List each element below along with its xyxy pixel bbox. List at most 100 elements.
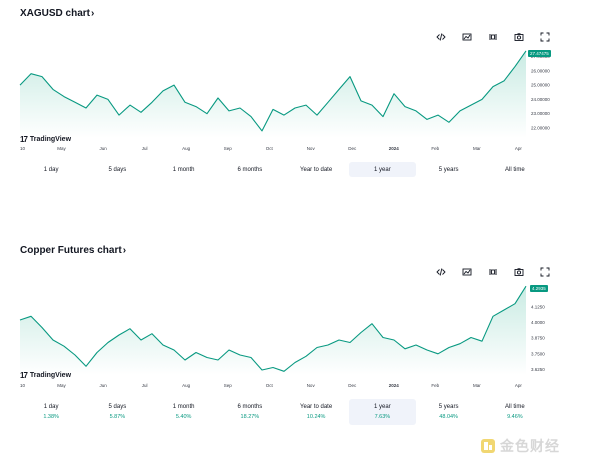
range-button[interactable]: 1 month — [151, 162, 217, 177]
y-tick-label: 3.7500 — [531, 351, 545, 356]
range-label: 1 month — [172, 404, 195, 410]
y-tick-label: 4.0000 — [531, 320, 545, 325]
x-tick-label: 2024 — [389, 146, 400, 151]
copper-chart-panel: Copper Futures chart› 4.1250 4.0000 3.8750… — [0, 238, 600, 428]
range-label: 6 months — [237, 166, 263, 173]
y-tick-label: 24.00000 — [531, 97, 550, 102]
x-tick-label: Feb — [431, 383, 439, 388]
compare-icon[interactable] — [460, 30, 474, 44]
expand-icon[interactable] — [538, 30, 552, 44]
series-line — [19, 50, 527, 132]
fullscreen-chart-icon[interactable] — [486, 30, 500, 44]
range-button[interactable]: Year to date 10.24% — [283, 399, 349, 425]
area-fill — [20, 50, 526, 138]
copper-time-range-selector: 1 day 1.38% 5 days 5.87% 1 month 5.40% 6 month… — [18, 399, 548, 425]
range-button[interactable]: 5 years 48.04% — [416, 399, 482, 425]
x-tick-label: Oct — [266, 146, 274, 151]
camera-icon[interactable] — [512, 265, 526, 279]
xagusd-area-chart[interactable]: 27.0000026.0000025.0000024.0000023.00000… — [0, 46, 600, 156]
area-fill — [20, 286, 526, 375]
range-button[interactable]: 1 year — [349, 162, 416, 177]
range-label: All time — [505, 404, 525, 410]
fullscreen-chart-icon[interactable] — [486, 265, 500, 279]
range-change-percent: 1.38% — [43, 414, 59, 420]
range-button[interactable]: 5 days — [84, 162, 150, 177]
x-tick-label: Dec — [348, 146, 357, 151]
tradingview-logo: 17 TradingView — [20, 371, 71, 380]
range-label: 5 days — [108, 166, 127, 173]
tradingview-logo-text: TradingView — [29, 136, 72, 143]
last-price-badge: 27.47475 — [528, 50, 551, 57]
range-label: 1 year — [374, 404, 391, 410]
jinse-watermark: 金色财经 — [480, 436, 560, 456]
range-button[interactable]: All time — [482, 162, 548, 177]
x-tick-label: Jul — [142, 383, 148, 388]
series-line — [19, 285, 527, 372]
chart-toolbar — [434, 265, 552, 279]
x-tick-label: May — [57, 383, 66, 388]
xagusd-chart-title-link[interactable]: XAGUSD chart› — [20, 8, 94, 19]
expand-icon[interactable] — [538, 265, 552, 279]
x-tick-label: Nov — [307, 146, 316, 151]
range-label: 1 day — [43, 404, 59, 410]
chart-title-text: Copper Futures chart — [20, 245, 122, 256]
range-button[interactable]: 5 days 5.87% — [84, 399, 150, 425]
range-button[interactable]: 1 day — [18, 162, 84, 177]
tradingview-logo-icon: 17 — [20, 135, 28, 144]
range-change-percent: 7.63% — [374, 414, 391, 420]
last-price-badge: 4.2935 — [530, 285, 548, 292]
range-label: 1 year — [374, 166, 391, 173]
embed-icon[interactable] — [434, 265, 448, 279]
range-button[interactable]: 1 year 7.63% — [349, 399, 416, 425]
copper-area-chart[interactable]: 4.1250 4.0000 3.8750 3.7500 3.6250 10 May Jun Ju… — [0, 283, 600, 393]
y-tick-label: 4.1250 — [531, 304, 545, 309]
range-label: All time — [505, 166, 525, 173]
chart-title-text: XAGUSD chart — [20, 8, 91, 19]
x-tick-label: 10 — [20, 383, 26, 388]
x-tick-label: Apr — [515, 383, 523, 388]
copper-chart-title-link[interactable]: Copper Futures chart› — [20, 245, 126, 256]
range-button[interactable]: 6 months 18.27% — [217, 399, 283, 425]
y-tick-label: 3.6250 — [531, 367, 545, 372]
x-tick-label: Jul — [142, 146, 148, 151]
range-button[interactable]: 6 months — [217, 162, 283, 177]
y-tick-label: 3.8750 — [531, 336, 545, 341]
x-tick-label: Sep — [224, 383, 233, 388]
range-label: 5 years — [438, 404, 459, 410]
range-label: 5 days — [108, 404, 127, 410]
x-tick-label: Mar — [473, 146, 481, 151]
x-tick-label: Feb — [431, 146, 439, 151]
chart-toolbar — [434, 30, 552, 44]
range-label: 6 months — [237, 404, 263, 410]
tradingview-logo: 17 TradingView — [20, 135, 71, 144]
range-button[interactable]: 1 day 1.38% — [18, 399, 84, 425]
range-button[interactable]: 1 month 5.40% — [151, 399, 217, 425]
range-label: 5 years — [438, 166, 459, 173]
chevron-right-icon: › — [91, 8, 95, 19]
range-change-percent: 10.24% — [306, 414, 326, 420]
x-tick-label: Sep — [224, 146, 233, 151]
x-tick-label: Jun — [99, 146, 107, 151]
range-button[interactable]: 5 years — [416, 162, 482, 177]
range-change-percent: 18.27% — [240, 414, 260, 420]
range-change-percent: 9.46% — [507, 414, 523, 420]
range-button[interactable]: All time 9.46% — [482, 399, 548, 425]
embed-icon[interactable] — [434, 30, 448, 44]
range-label: Year to date — [300, 404, 333, 410]
jinse-logo-icon — [481, 439, 495, 453]
range-button[interactable]: Year to date — [283, 162, 349, 177]
x-tick-label: 10 — [20, 146, 26, 151]
watermark-text: 金色财经 — [500, 438, 560, 454]
range-label: 1 month — [172, 166, 195, 173]
range-label: Year to date — [300, 166, 333, 173]
xagusd-chart-panel: XAGUSD chart› 27.0000026.0000025.0000024… — [0, 0, 600, 182]
compare-icon[interactable] — [460, 265, 474, 279]
x-tick-label: Aug — [182, 146, 191, 151]
range-change-percent: 5.40% — [175, 414, 192, 420]
tradingview-logo-text: TradingView — [29, 372, 72, 379]
camera-icon[interactable] — [512, 30, 526, 44]
tradingview-logo-icon: 17 — [20, 371, 28, 380]
y-tick-label: 26.00000 — [531, 68, 550, 73]
x-tick-label: 2024 — [389, 383, 400, 388]
y-tick-label: 22.00000 — [531, 126, 550, 131]
